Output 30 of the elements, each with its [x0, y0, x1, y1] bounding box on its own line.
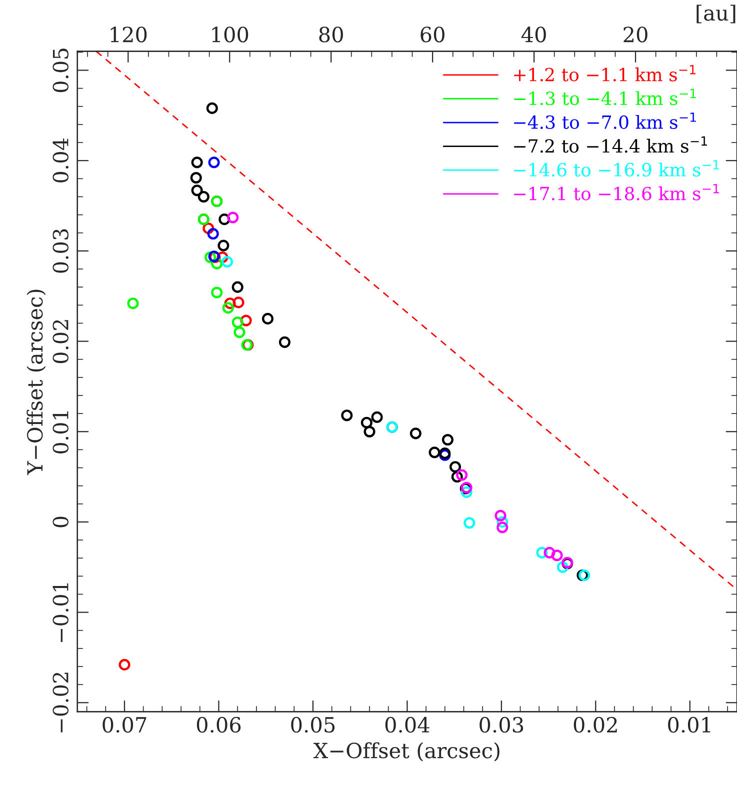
y-tick-label: 0.04 [52, 138, 68, 182]
y-tick-label: −0.02 [52, 672, 68, 732]
legend-label: −14.6 to −16.9 km s$^{−1}$ [514, 160, 719, 177]
y-tick-label: 0 [52, 516, 68, 528]
y-tick-label: 0.03 [52, 229, 68, 273]
x-tick-label: 0.03 [480, 716, 524, 733]
x2-tick-label: 120 [110, 26, 147, 42]
legend-label: −17.1 to −18.6 km s$^{−1}$ [514, 184, 719, 200]
x-tick-label: 0.07 [102, 716, 146, 733]
x2-tick-label: 100 [212, 26, 248, 42]
x2-tick-label: 20 [624, 26, 648, 42]
y-tick-label: 0.05 [52, 48, 68, 92]
x2-tick-label: 60 [420, 26, 444, 42]
legend-label: −4.3 to −7.0 km s$^{−1}$ [514, 112, 696, 129]
x-tick-label: 0.04 [385, 716, 430, 733]
x-tick-label: 0.06 [196, 716, 241, 733]
x2-tick-label: 40 [521, 26, 546, 42]
x-axis-title: X−Offset (arcsec) [313, 742, 500, 762]
y-tick-label: 0.01 [52, 411, 68, 454]
legend-label: −1.3 to −4.1 km s$^{−1}$ [514, 88, 696, 106]
x2-tick-label: 80 [319, 26, 343, 42]
x-tick-label: 0.02 [574, 716, 617, 733]
y-tick-label: 0.02 [52, 320, 68, 364]
legend-label: +1.2 to −1.1 km s$^{−1}$ [514, 65, 696, 82]
legend-label: −7.2 to −14.4 km s$^{−1}$ [514, 136, 707, 153]
x2-axis-title: [au] [696, 4, 736, 24]
y-axis-title: Y−Offset (arcsec) [26, 290, 46, 476]
y-tick-label: −0.01 [52, 583, 68, 642]
x-tick-label: 0.01 [668, 716, 710, 733]
x-tick-label: 0.05 [291, 716, 335, 733]
